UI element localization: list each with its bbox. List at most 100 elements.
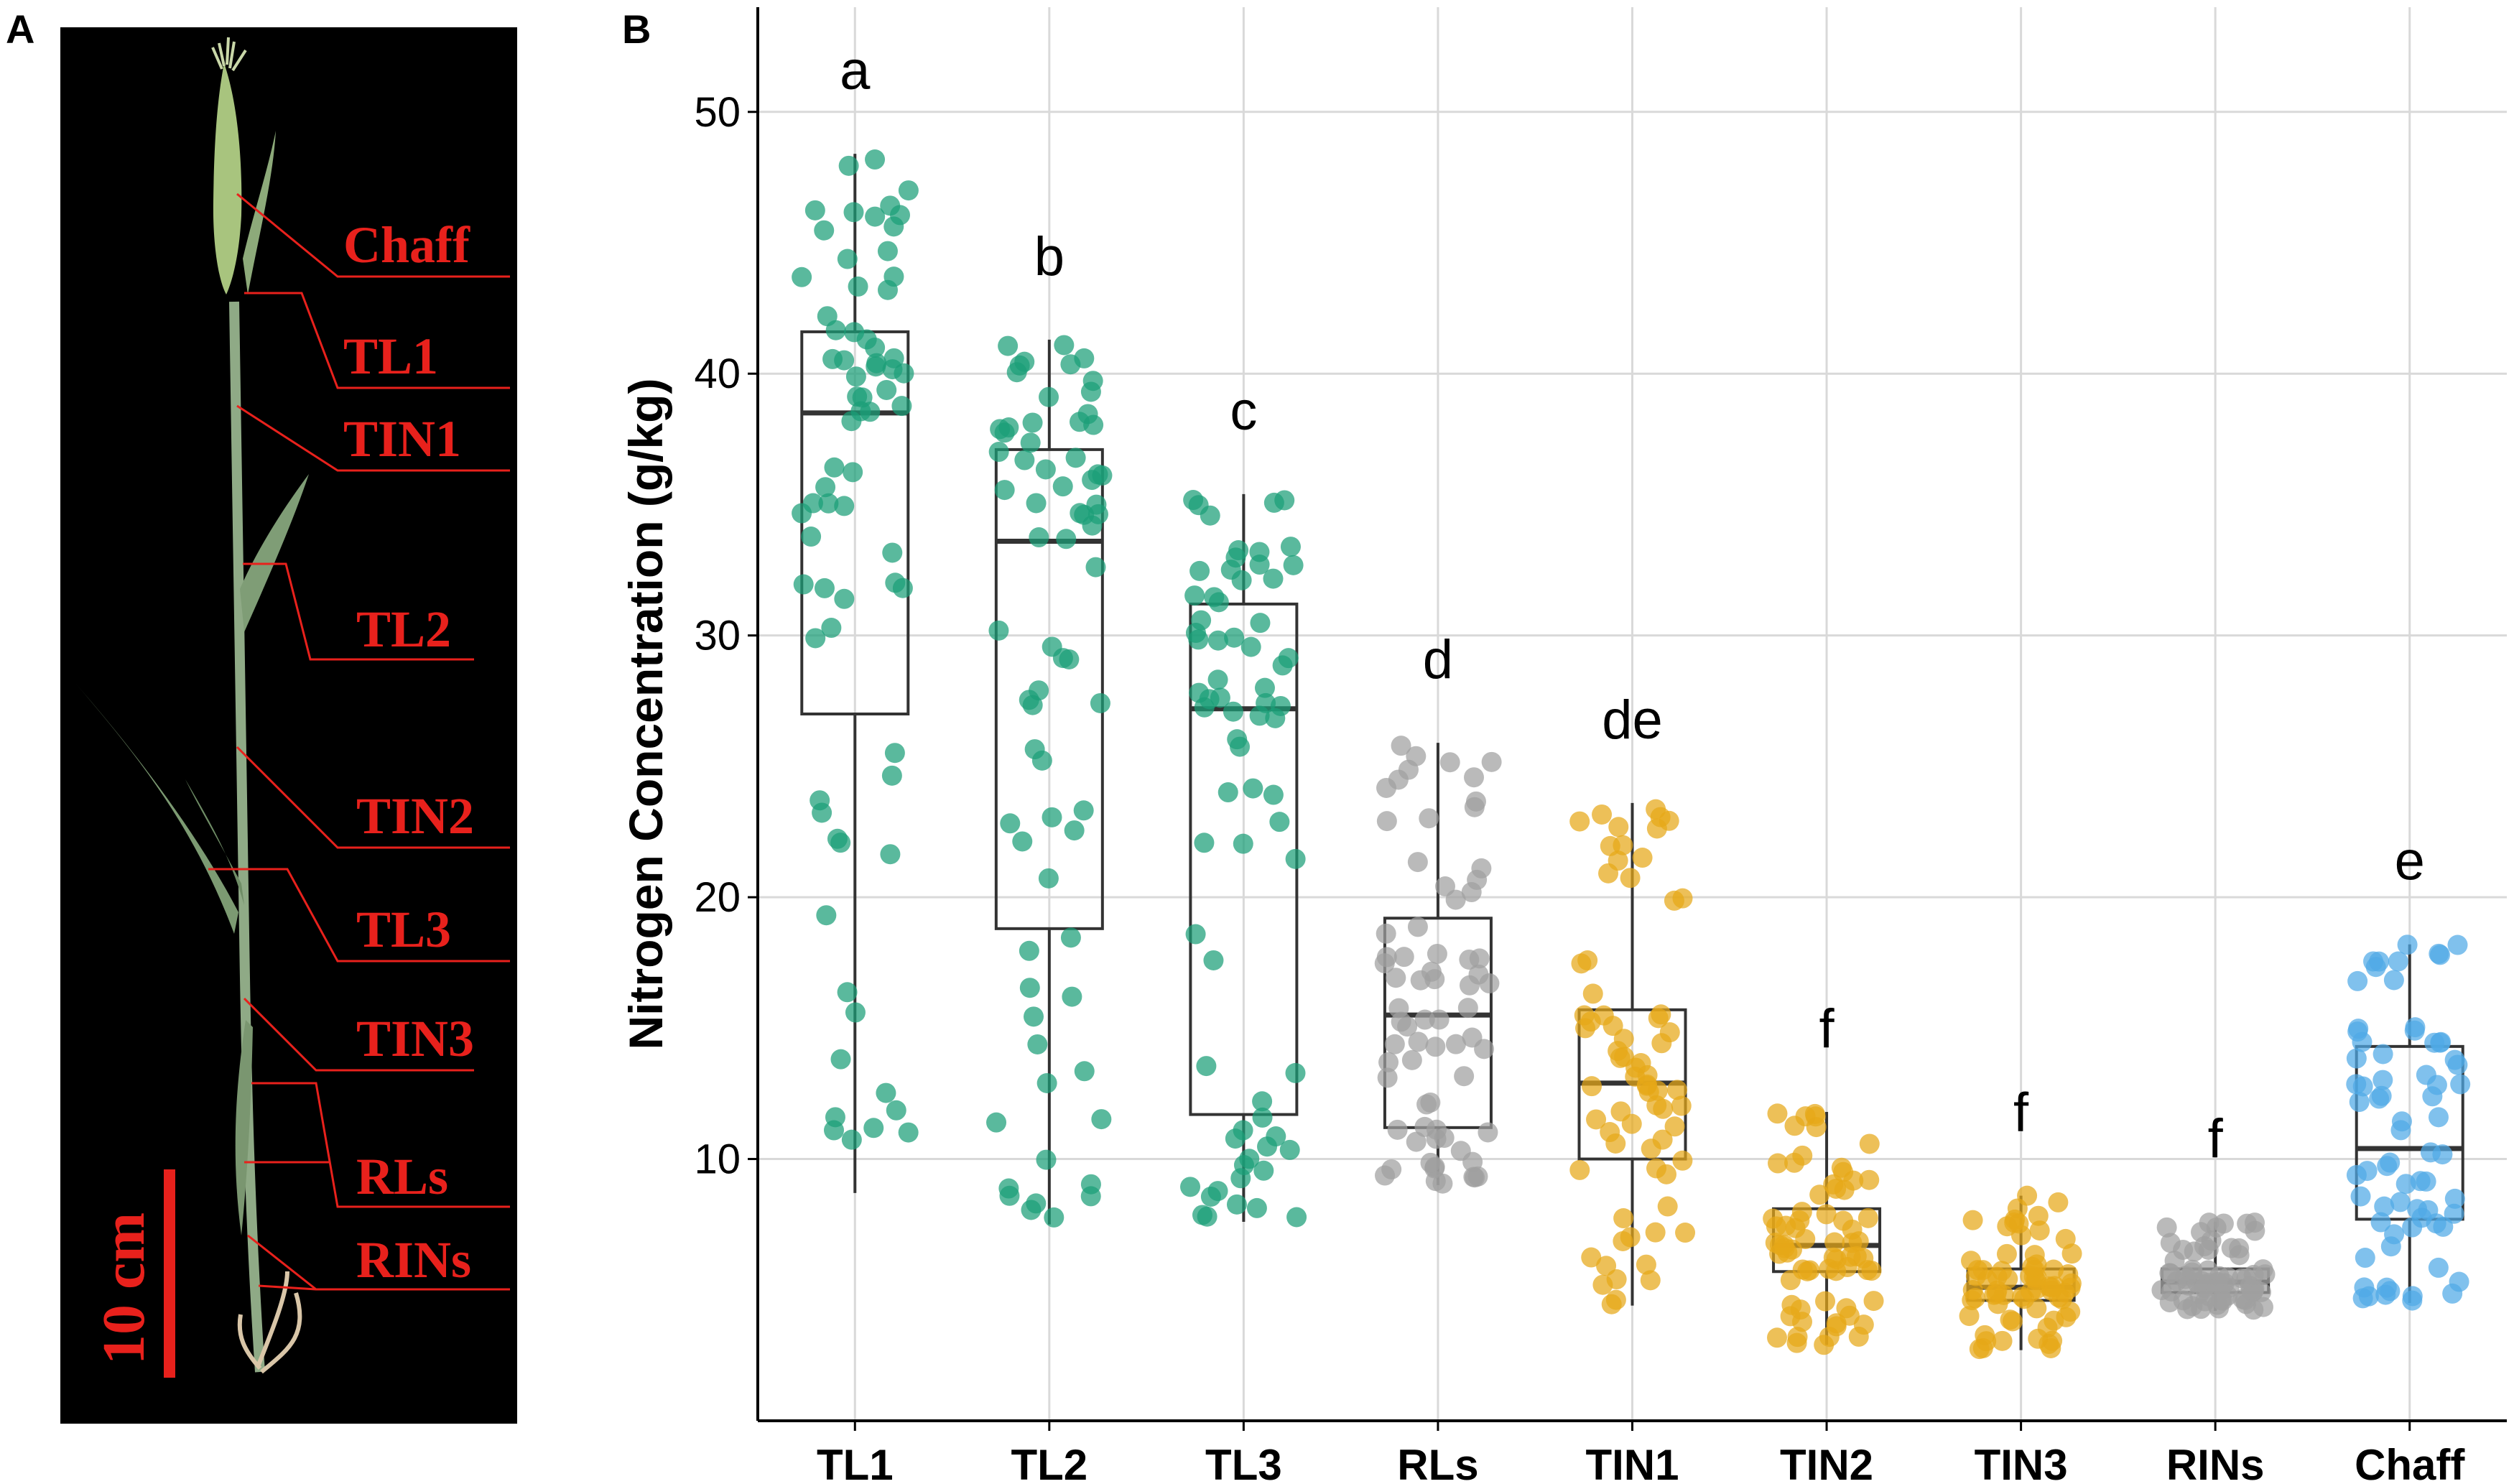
significance-letter: d	[1423, 629, 1453, 690]
data-point	[1019, 940, 1039, 961]
data-point	[1207, 1181, 1228, 1202]
data-point	[1285, 1062, 1306, 1083]
data-point	[1082, 371, 1103, 391]
data-point	[2198, 1239, 2219, 1260]
data-point	[1246, 1197, 1267, 1218]
data-point	[1285, 848, 1306, 869]
data-point	[2209, 1266, 2230, 1286]
data-point	[1569, 811, 1590, 832]
data-point	[1090, 692, 1110, 713]
data-point	[1203, 950, 1224, 970]
data-point	[1765, 1233, 1786, 1253]
data-point	[2349, 1092, 2370, 1113]
label-tin1: TIN1	[343, 410, 461, 468]
data-point	[1421, 961, 1442, 982]
data-point	[2416, 1171, 2436, 1192]
data-point	[1060, 927, 1081, 948]
data-point	[1834, 1179, 1855, 1200]
data-point	[793, 574, 814, 595]
data-point	[988, 620, 1009, 641]
data-point	[1648, 1008, 1669, 1029]
data-point	[1592, 1274, 1613, 1295]
data-point	[1613, 1208, 1634, 1229]
label-rins: RINs	[356, 1231, 471, 1289]
data-point	[1210, 687, 1230, 708]
data-point	[2061, 1273, 2082, 1294]
data-point	[2017, 1185, 2038, 1206]
data-point	[898, 180, 919, 201]
data-point	[1824, 1232, 1845, 1253]
data-point	[845, 366, 866, 387]
data-point	[891, 396, 912, 417]
plant-photo-panel: Chaff TL1 TIN1 TL2 TIN2 TL3 TIN3 RLs RIN…	[60, 27, 517, 1424]
data-point	[2213, 1213, 2234, 1234]
data-point	[1021, 1200, 1042, 1220]
data-point	[1799, 1260, 1820, 1281]
data-point	[1469, 948, 1490, 969]
x-tick-label: TIN2	[1780, 1441, 1873, 1484]
box-iqr	[994, 447, 1104, 930]
data-point	[1227, 729, 1248, 750]
axes	[748, 7, 2507, 1431]
data-point	[2253, 1259, 2273, 1280]
data-point	[1194, 833, 1215, 853]
y-tick-label: 40	[694, 351, 741, 397]
data-point	[1650, 807, 1671, 827]
data-point	[1065, 447, 1086, 468]
data-point	[1407, 917, 1428, 937]
data-point	[2395, 1174, 2416, 1195]
data-point	[1243, 778, 1263, 799]
data-point	[2390, 1120, 2411, 1141]
data-point	[2347, 970, 2368, 991]
data-point	[1406, 746, 1427, 766]
data-point	[1407, 852, 1428, 873]
data-point	[1613, 835, 1633, 855]
data-point	[2428, 1107, 2449, 1128]
data-point	[1976, 1331, 1997, 1352]
data-point	[824, 457, 845, 478]
data-point	[1786, 1332, 1807, 1353]
data-point	[818, 493, 839, 514]
data-point	[1074, 348, 1095, 368]
data-point	[1637, 1065, 1658, 1085]
data-point	[1256, 692, 1276, 713]
data-point	[890, 205, 911, 226]
data-point	[1386, 968, 1406, 988]
data-point	[1582, 983, 1603, 1004]
significance-letter: de	[1602, 690, 1663, 751]
data-point	[1414, 1009, 1435, 1030]
data-point	[1863, 1291, 1884, 1312]
data-point	[1998, 1269, 2018, 1289]
data-point	[2253, 1297, 2273, 1317]
data-point	[898, 1122, 919, 1143]
data-point	[1384, 1034, 1405, 1054]
data-point	[1031, 750, 1052, 771]
x-tick-label: TL2	[1011, 1441, 1087, 1484]
data-point	[2358, 1286, 2379, 1307]
data-point	[1226, 1194, 1247, 1215]
data-point	[1039, 386, 1059, 407]
data-point	[1581, 1247, 1602, 1268]
data-point	[1044, 1207, 1064, 1228]
data-point	[1424, 1158, 1445, 1179]
data-point	[1252, 1107, 1273, 1128]
data-point	[848, 276, 868, 297]
data-point	[1375, 1165, 1396, 1186]
y-tick-label: 10	[694, 1136, 741, 1183]
data-point	[1651, 1033, 1672, 1054]
label-tl3: TL3	[356, 901, 451, 958]
data-point	[1064, 820, 1085, 841]
jitter-points	[792, 149, 2471, 1360]
label-tl2: TL2	[356, 600, 451, 658]
data-point	[1791, 1202, 1812, 1223]
data-point	[1459, 975, 1480, 996]
data-point	[1478, 1122, 1498, 1143]
data-point	[2221, 1238, 2242, 1258]
data-point	[877, 241, 898, 261]
significance-letter: f	[2013, 1082, 2029, 1144]
data-point	[2369, 1088, 2390, 1109]
data-point	[1414, 1116, 1435, 1137]
data-point	[838, 155, 859, 176]
panel-b-letter: B	[622, 6, 651, 52]
data-point	[1029, 527, 1049, 548]
